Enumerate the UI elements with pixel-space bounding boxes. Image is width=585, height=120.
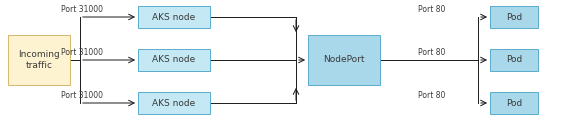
Text: AKS node: AKS node [152, 55, 195, 65]
Text: Pod: Pod [506, 12, 522, 21]
Text: NodePort: NodePort [324, 55, 365, 65]
Text: Pod: Pod [506, 55, 522, 65]
FancyBboxPatch shape [308, 35, 380, 85]
Text: Port 31000: Port 31000 [61, 5, 103, 14]
FancyBboxPatch shape [138, 6, 210, 28]
FancyBboxPatch shape [138, 49, 210, 71]
Text: Port 80: Port 80 [418, 48, 445, 57]
Text: AKS node: AKS node [152, 99, 195, 108]
Text: Port 80: Port 80 [418, 91, 445, 100]
Text: Pod: Pod [506, 99, 522, 108]
FancyBboxPatch shape [490, 92, 538, 114]
Text: Port 31000: Port 31000 [61, 91, 103, 100]
Text: AKS node: AKS node [152, 12, 195, 21]
Text: Port 80: Port 80 [418, 5, 445, 14]
Text: Port 31000: Port 31000 [61, 48, 103, 57]
Text: Incoming
traffic: Incoming traffic [18, 50, 60, 70]
FancyBboxPatch shape [490, 6, 538, 28]
FancyBboxPatch shape [490, 49, 538, 71]
FancyBboxPatch shape [8, 35, 70, 85]
FancyBboxPatch shape [138, 92, 210, 114]
